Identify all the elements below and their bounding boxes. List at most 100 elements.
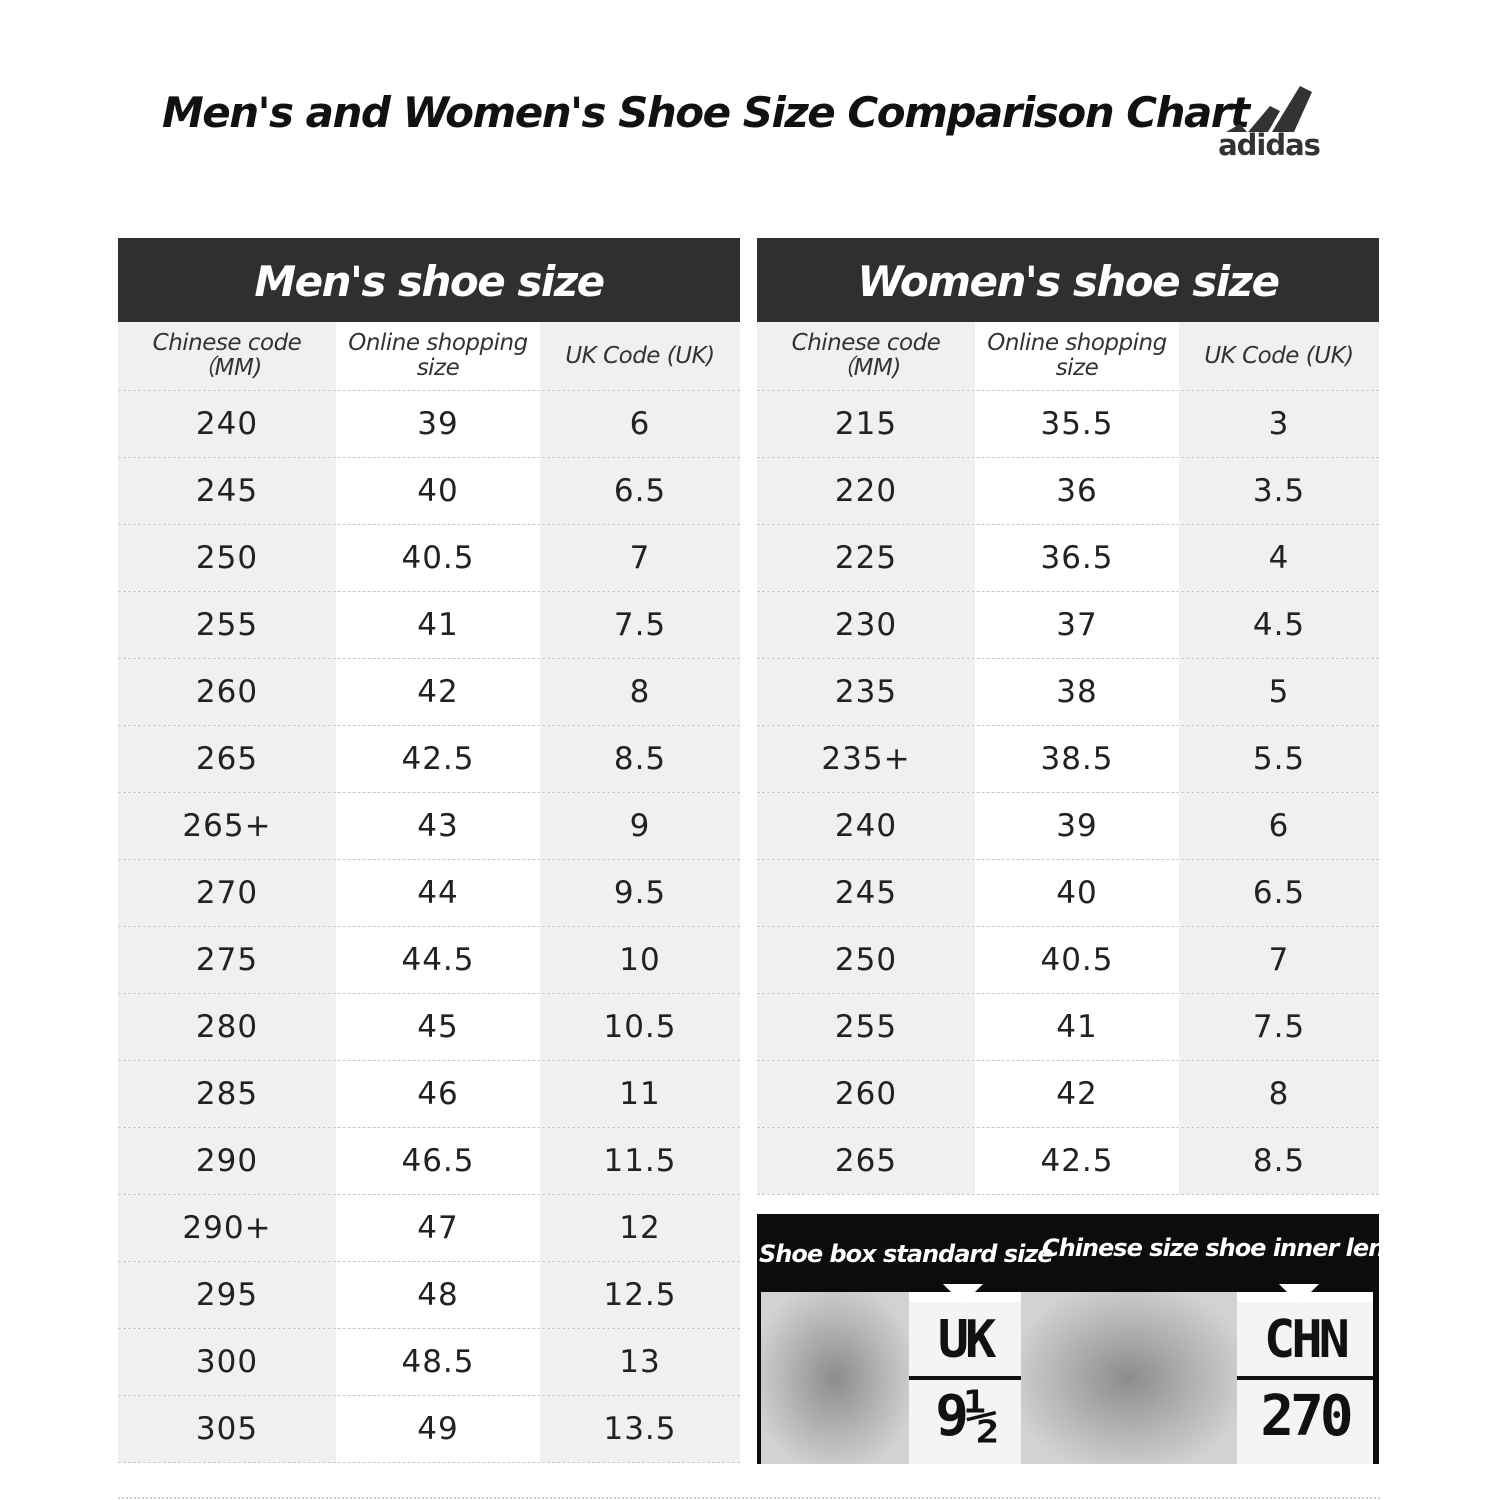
table-row: 265+ 43 9 (118, 792, 740, 859)
cell-chinese-code: 225 (757, 525, 975, 591)
men-table-heading: Men's shoe size (118, 238, 740, 322)
cell-chinese-code: 290 (118, 1128, 336, 1194)
cell-online-size: 46 (336, 1061, 540, 1127)
table-row: 295 48 12.5 (118, 1261, 740, 1328)
cell-online-size: 40 (336, 458, 540, 524)
cell-online-size: 38.5 (975, 726, 1179, 792)
cell-online-size: 35.5 (975, 391, 1179, 457)
page-title: Men's and Women's Shoe Size Comparison C… (162, 88, 1250, 137)
women-table-body: 215 35.5 3 220 36 3.5 225 36.5 4 230 37 4.5 235 38 5 23… (757, 390, 1379, 1195)
men-col-uk-code: UK Code (UK) (540, 322, 740, 390)
cell-chinese-code: 265 (118, 726, 336, 792)
chn-size-tag: CHN 270 (1237, 1292, 1373, 1464)
cell-uk-code: 6 (540, 391, 740, 457)
cell-uk-code: 12 (540, 1195, 740, 1261)
blurred-photo-area (761, 1292, 909, 1464)
cell-chinese-code: 250 (118, 525, 336, 591)
table-row: 225 36.5 4 (757, 524, 1379, 591)
cell-chinese-code: 235 (757, 659, 975, 725)
table-row: 255 41 7.5 (757, 993, 1379, 1060)
table-row: 240 39 6 (757, 792, 1379, 859)
table-row: 255 41 7.5 (118, 591, 740, 658)
cell-online-size: 44.5 (336, 927, 540, 993)
cell-chinese-code: 255 (118, 592, 336, 658)
cell-uk-code: 6.5 (540, 458, 740, 524)
cell-chinese-code: 215 (757, 391, 975, 457)
cell-online-size: 48 (336, 1262, 540, 1328)
cell-chinese-code: 305 (118, 1396, 336, 1462)
cell-chinese-code: 240 (757, 793, 975, 859)
uk-tag-label: UK (937, 1310, 997, 1370)
cell-chinese-code: 290+ (118, 1195, 336, 1261)
men-table-body: 240 39 6 245 40 6.5 250 40.5 7 255 41 7.5 260 42 8 265 4… (118, 390, 740, 1463)
blurred-photo-area (1021, 1292, 1237, 1464)
cell-chinese-code: 245 (757, 860, 975, 926)
uk-size-tag: UK 9½ (909, 1292, 1021, 1464)
cell-online-size: 43 (336, 793, 540, 859)
cell-online-size: 48.5 (336, 1329, 540, 1395)
table-row: 235 38 5 (757, 658, 1379, 725)
cell-uk-code: 3 (1179, 391, 1379, 457)
cell-uk-code: 10.5 (540, 994, 740, 1060)
cell-online-size: 47 (336, 1195, 540, 1261)
table-row: 220 36 3.5 (757, 457, 1379, 524)
cell-chinese-code: 260 (757, 1061, 975, 1127)
table-row: 240 39 6 (118, 390, 740, 457)
cell-online-size: 42 (975, 1061, 1179, 1127)
table-row: 300 48.5 13 (118, 1328, 740, 1395)
caption-inner-length: Chinese size shoe inner length (1042, 1234, 1379, 1262)
footer-divider (118, 1497, 1380, 1499)
cell-online-size: 39 (975, 793, 1179, 859)
cell-uk-code: 8.5 (1179, 1128, 1379, 1194)
table-row: 290+ 47 12 (118, 1194, 740, 1261)
cell-uk-code: 5.5 (1179, 726, 1379, 792)
table-row: 250 40.5 7 (118, 524, 740, 591)
cell-online-size: 40.5 (336, 525, 540, 591)
cell-online-size: 46.5 (336, 1128, 540, 1194)
cell-chinese-code: 280 (118, 994, 336, 1060)
brand-wordmark: adidas (1218, 128, 1321, 162)
arrow-down-icon (943, 1284, 983, 1304)
arrow-down-icon (1279, 1284, 1319, 1304)
cell-uk-code: 13.5 (540, 1396, 740, 1462)
cell-online-size: 38 (975, 659, 1179, 725)
women-size-table: Women's shoe size Chinese code（MM) Onlin… (757, 238, 1379, 1195)
women-col-online-size: Online shopping size (975, 322, 1179, 390)
cell-chinese-code: 260 (118, 659, 336, 725)
men-size-table: Men's shoe size Chinese code（MM) Online … (118, 238, 740, 1463)
cell-online-size: 36.5 (975, 525, 1179, 591)
table-row: 305 49 13.5 (118, 1395, 740, 1463)
table-row: 245 40 6.5 (757, 859, 1379, 926)
cell-uk-code: 8 (1179, 1061, 1379, 1127)
table-row: 275 44.5 10 (118, 926, 740, 993)
men-col-online-size: Online shopping size (336, 322, 540, 390)
cell-online-size: 42.5 (975, 1128, 1179, 1194)
men-col-chinese-code: Chinese code（MM) (118, 322, 336, 390)
table-row: 215 35.5 3 (757, 390, 1379, 457)
cell-online-size: 42 (336, 659, 540, 725)
table-row: 230 37 4.5 (757, 591, 1379, 658)
cell-online-size: 45 (336, 994, 540, 1060)
chn-tag-value: 270 (1260, 1384, 1353, 1449)
cell-uk-code: 4.5 (1179, 592, 1379, 658)
table-row: 270 44 9.5 (118, 859, 740, 926)
women-column-headers: Chinese code（MM) Online shopping size UK… (757, 322, 1379, 390)
cell-uk-code: 9.5 (540, 860, 740, 926)
cell-uk-code: 7.5 (1179, 994, 1379, 1060)
chn-tag-label: CHN (1264, 1310, 1350, 1370)
cell-online-size: 40 (975, 860, 1179, 926)
cell-chinese-code: 270 (118, 860, 336, 926)
cell-uk-code: 5 (1179, 659, 1379, 725)
cell-online-size: 36 (975, 458, 1179, 524)
table-row: 260 42 8 (757, 1060, 1379, 1127)
women-table-heading: Women's shoe size (757, 238, 1379, 322)
cell-chinese-code: 255 (757, 994, 975, 1060)
cell-online-size: 37 (975, 592, 1179, 658)
cell-online-size: 42.5 (336, 726, 540, 792)
cell-uk-code: 6.5 (1179, 860, 1379, 926)
table-row: 265 42.5 8.5 (118, 725, 740, 792)
shoe-tag-photo: Shoe box standard size Chinese size shoe… (757, 1214, 1379, 1464)
cell-online-size: 41 (975, 994, 1179, 1060)
cell-online-size: 41 (336, 592, 540, 658)
cell-chinese-code: 265 (757, 1128, 975, 1194)
